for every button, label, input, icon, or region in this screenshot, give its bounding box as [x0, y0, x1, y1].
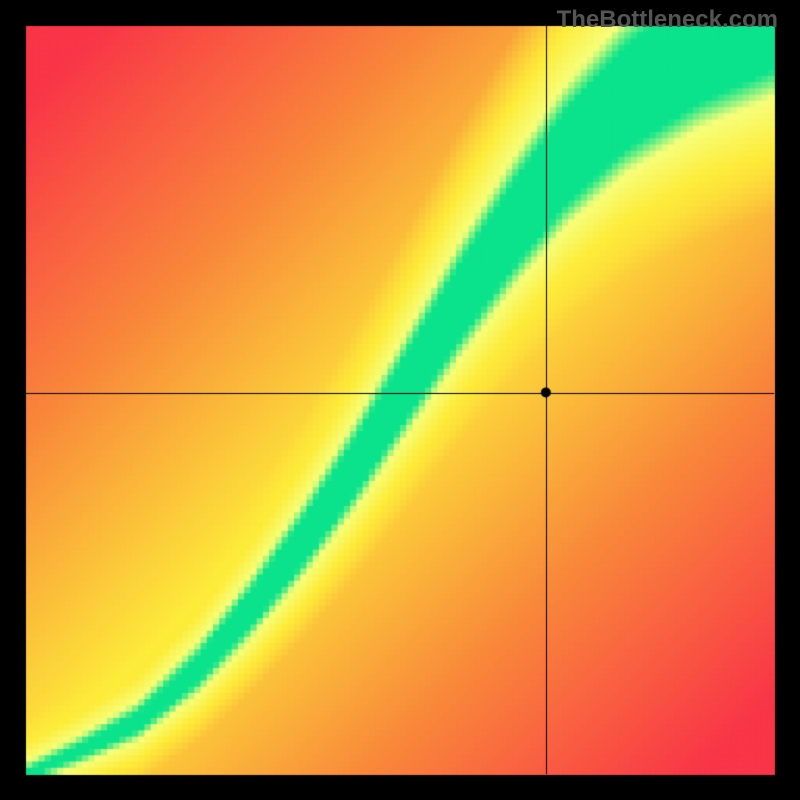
- heatmap-canvas: [0, 0, 800, 800]
- watermark-text: TheBottleneck.com: [557, 6, 778, 34]
